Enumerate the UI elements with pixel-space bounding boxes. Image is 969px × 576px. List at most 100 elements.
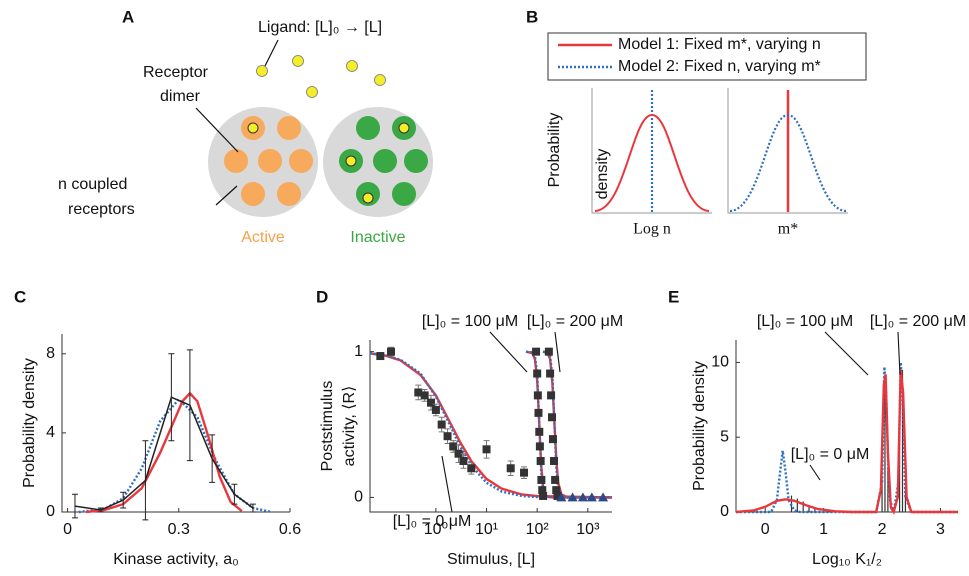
data-point: [598, 492, 609, 502]
y-axis-label: Probability density: [21, 358, 38, 488]
error-bar: [142, 440, 149, 521]
y-tick-label: 0: [46, 503, 55, 520]
data-point: [420, 391, 429, 400]
x-tick-label: 0.3: [168, 521, 190, 538]
charts: C 0 0.3 0.6 0 4 8 Kinase activity, a₀ Probabilit…: [14, 287, 966, 568]
x-tick-label: 0: [761, 521, 770, 538]
coupled-label: n coupled: [58, 176, 127, 193]
y-tick-label: 1: [354, 343, 363, 360]
data-point: [586, 492, 597, 502]
series-line: [735, 369, 958, 515]
annotation: [L]₀ = 0 μM: [791, 446, 870, 463]
error-bar: [209, 434, 216, 483]
data-point: [449, 442, 458, 451]
y-tick-label: 8: [46, 345, 55, 362]
data-point: [533, 391, 542, 400]
inactive-receptors: [339, 116, 428, 206]
data-point: [414, 388, 423, 397]
data-point: [443, 432, 452, 441]
x-label: Log n: [633, 221, 671, 238]
panel-label: C: [14, 287, 26, 306]
annotation: [L]₀ = 0 μM: [393, 513, 472, 530]
leader-line: [215, 185, 238, 206]
data-point: [437, 420, 446, 429]
y-tick-label: 0: [720, 503, 729, 520]
data-point: [534, 408, 543, 417]
annotation-leader: [554, 331, 561, 373]
annotation: [L]₀ = 100 μM: [757, 313, 853, 330]
data-point: [431, 405, 440, 414]
series-line: [369, 351, 613, 499]
annotation-leader: [489, 331, 528, 373]
data-point: [454, 449, 463, 458]
data-point: [482, 445, 491, 454]
legend-label: Model 1: Fixed m*, varying n: [618, 36, 821, 53]
leader-line: [195, 107, 239, 153]
data-point: [376, 352, 385, 361]
x-tick-label: 0: [63, 521, 72, 538]
x-label: m*: [778, 221, 798, 238]
x-axis-label: Kinase activity, a₀: [113, 551, 239, 568]
y-tick-label: 10: [711, 354, 729, 371]
ligands: [256, 55, 386, 98]
annotation: [L]₀ = 100 μM: [422, 313, 518, 330]
x-axis-label: Log₁₀ K₁/₂: [812, 551, 882, 568]
data-point: [533, 369, 542, 378]
x-tick-label: 10⁰: [424, 521, 448, 538]
data-point: [548, 435, 557, 444]
data-point: [459, 456, 468, 465]
data-point: [535, 442, 544, 451]
legend: [547, 32, 867, 81]
axis: [369, 340, 612, 513]
receptor-label: Receptor: [143, 64, 209, 81]
y-tick-label: 5: [720, 428, 729, 445]
model-1-curve: [594, 113, 710, 212]
data-point: [535, 427, 544, 436]
annotation-leader: [824, 331, 869, 376]
ligand-label: Ligand: [L]₀ → [L]: [258, 19, 382, 36]
x-tick-label: 2: [878, 521, 887, 538]
panel-b: B Model 1: Fixed m*, varying n Model 2: …: [526, 7, 867, 238]
data-point: [537, 475, 546, 484]
panel-label: E: [668, 287, 679, 306]
annotation-leader: [897, 331, 901, 376]
panel-label: B: [526, 7, 538, 26]
active-receptors: [224, 116, 313, 206]
data-point: [467, 464, 476, 473]
panel-label: D: [316, 287, 328, 306]
data-point: [553, 491, 562, 500]
bound-ligands: [247, 122, 410, 204]
inactive-label: Inactive: [350, 229, 405, 246]
data-point: [546, 369, 555, 378]
y-axis-label: activity, ⟨R⟩: [341, 386, 358, 467]
data-point: [532, 347, 541, 356]
data-point: [551, 475, 560, 484]
leader-line: [264, 39, 279, 67]
x-axis-label: Stimulus, [L]: [447, 551, 535, 568]
data-point: [539, 491, 548, 500]
error-bar: [71, 493, 78, 519]
data-point: [556, 492, 567, 502]
data-point: [387, 347, 396, 356]
series-line: [85, 391, 243, 514]
receptor-label: dimer: [160, 88, 201, 105]
y-tick-label: 0: [354, 489, 363, 506]
legend-label: Model 2: Fixed n, varying m*: [618, 58, 821, 75]
x-tick-label: 10¹: [475, 521, 498, 538]
annotation: [L]₀ = 200 μM: [527, 313, 623, 330]
panel-a: A Ligand: [L]₀ → [L] Receptor dimer n co…: [58, 7, 433, 246]
data-point: [536, 456, 545, 465]
x-tick-label: 3: [936, 521, 945, 538]
x-tick-label: 0.6: [279, 521, 301, 538]
x-tick-label: 10²: [526, 521, 550, 538]
coupled-label: receptors: [68, 201, 135, 218]
data-point: [544, 347, 553, 356]
error-bar: [249, 503, 256, 513]
series-line: [542, 350, 612, 499]
error-bar: [120, 491, 127, 509]
y-axis-label: Poststimulus: [319, 381, 336, 472]
data-point: [547, 413, 556, 422]
active-label: Active: [241, 229, 285, 246]
y-label: density: [594, 149, 611, 200]
